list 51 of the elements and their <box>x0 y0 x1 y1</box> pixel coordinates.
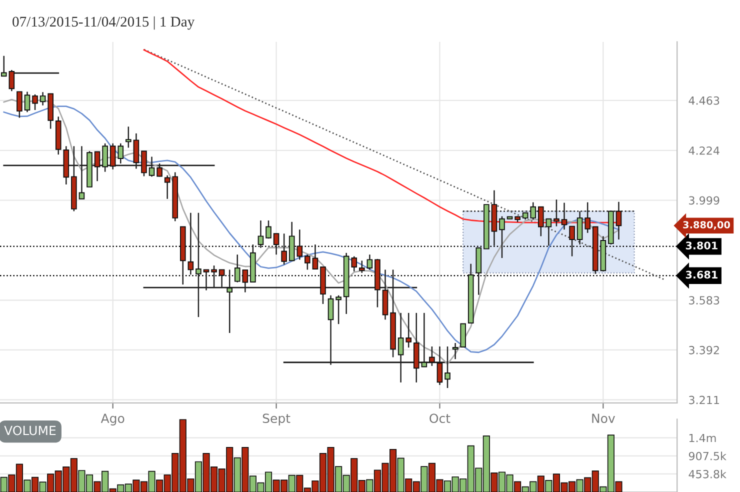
candlestick <box>460 323 466 348</box>
candlestick <box>258 220 264 248</box>
annotation: VOLUME <box>4 426 56 436</box>
y-tick-label: 3.211 <box>689 396 719 404</box>
candlestick <box>406 312 412 348</box>
candlestick <box>616 201 622 240</box>
text: 3.880,00 <box>683 221 730 230</box>
x-tick-label: Oct <box>430 414 450 424</box>
candlestick <box>24 91 30 113</box>
x-tick-label: Nov <box>592 414 615 424</box>
chart-title: 07/13/2015-11/04/2015 | 1 Day <box>12 16 195 30</box>
y-tick-label: 4.463 <box>688 96 720 105</box>
y-tick-label: 3.583 <box>689 296 720 305</box>
line-series <box>143 48 666 281</box>
candlestick <box>561 202 568 230</box>
candlestick <box>366 254 373 270</box>
x-tick-label: Sept <box>262 414 290 426</box>
candlestick <box>359 260 365 274</box>
candlestick <box>16 91 22 118</box>
candlestick <box>499 216 505 259</box>
candlestick <box>126 126 132 148</box>
candlestick <box>234 254 240 283</box>
x-tick-label: Ago <box>100 414 124 426</box>
candlestick <box>546 218 552 246</box>
candlestick <box>32 94 38 111</box>
candlestick <box>554 198 560 227</box>
candlestick <box>312 244 318 270</box>
candlestick <box>0 55 7 77</box>
candlestick <box>164 174 170 200</box>
candlestick <box>188 212 194 276</box>
candlestick <box>576 210 583 246</box>
y-tick-label: 907.5k <box>688 452 726 460</box>
candlestick <box>530 202 536 220</box>
candlestick <box>40 91 46 106</box>
candlestick <box>569 226 575 257</box>
y-tick-label: 3.392 <box>689 346 719 354</box>
candlestick <box>584 202 590 234</box>
y-tick-label: 453.8k <box>688 470 726 478</box>
candlestick <box>266 220 272 240</box>
y-tick-label: 3.999 <box>689 196 720 205</box>
y-tick-label: 1.4m <box>689 434 716 442</box>
ref-line-label: 3.681 <box>686 270 718 279</box>
y-tick-label: 4.224 <box>688 146 720 155</box>
candlestick <box>336 294 342 325</box>
candlestick <box>304 254 310 270</box>
candlestick <box>538 206 544 237</box>
ref-line-label: 3.801 <box>686 242 718 250</box>
candlestick <box>351 256 358 272</box>
candlestick <box>273 232 280 256</box>
candlestick <box>452 342 458 360</box>
candlestick <box>281 232 287 266</box>
